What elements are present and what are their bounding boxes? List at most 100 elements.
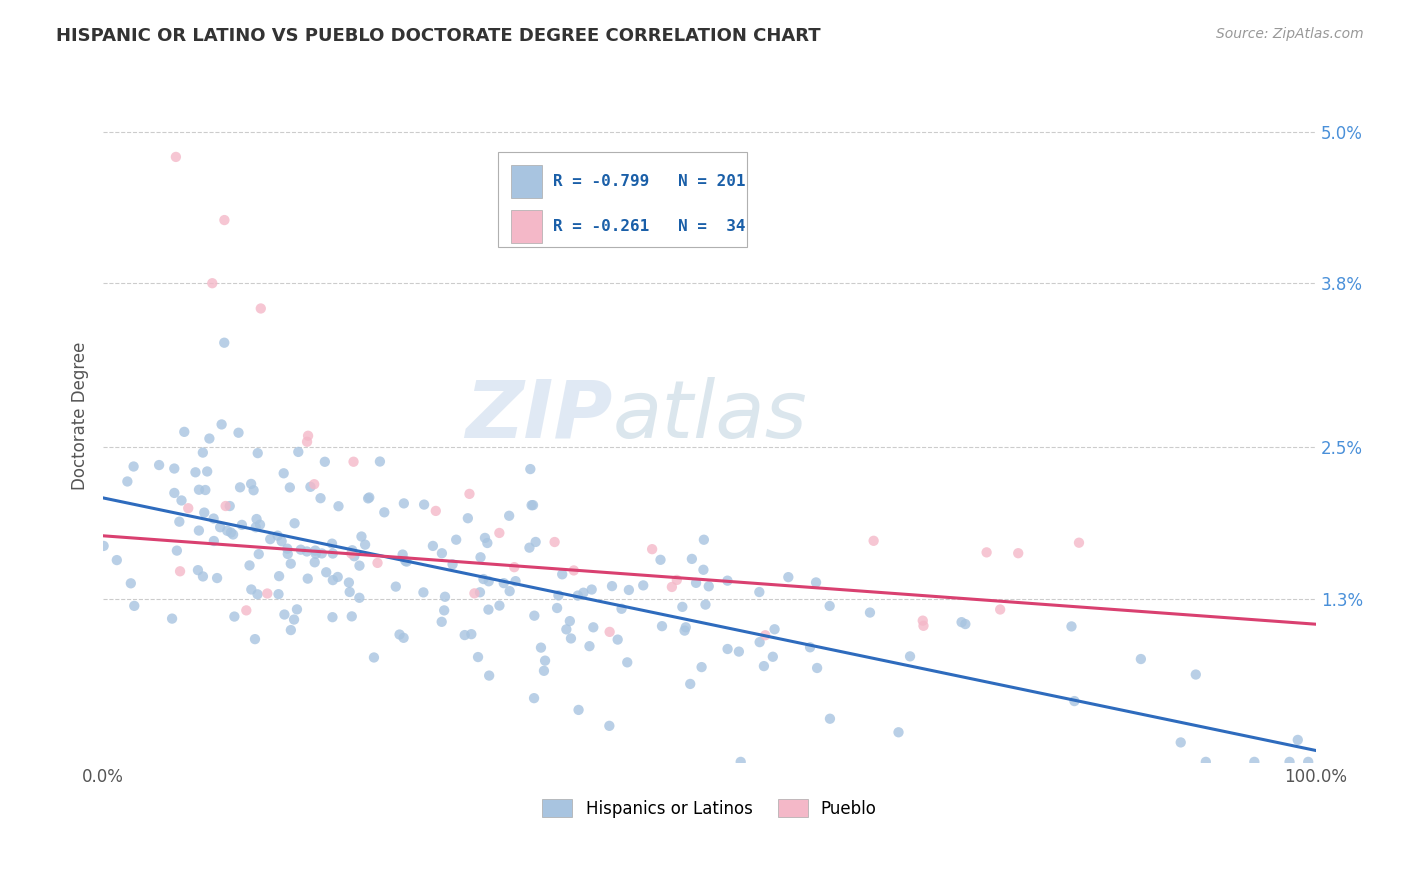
Point — [799, 640, 821, 655]
Point — [685, 575, 707, 590]
Point — [269, 569, 291, 583]
Point — [754, 628, 776, 642]
Point — [1063, 694, 1085, 708]
Point — [806, 661, 828, 675]
Point — [690, 660, 713, 674]
Point — [522, 498, 544, 512]
Point — [392, 631, 415, 645]
Point — [679, 677, 702, 691]
Point — [321, 536, 343, 550]
Point — [434, 590, 457, 604]
Point — [209, 520, 232, 534]
Point — [117, 475, 139, 489]
Point — [728, 644, 751, 658]
Point — [243, 632, 266, 647]
Point — [697, 579, 720, 593]
Point — [546, 601, 568, 615]
Point — [752, 659, 775, 673]
Point — [191, 445, 214, 459]
Point — [326, 570, 349, 584]
Point — [184, 465, 207, 479]
Point — [214, 335, 236, 350]
Point — [460, 627, 482, 641]
Point — [283, 613, 305, 627]
Point — [568, 703, 591, 717]
Point — [673, 624, 696, 638]
Point — [93, 539, 115, 553]
Point — [551, 567, 574, 582]
Point — [240, 477, 263, 491]
Point — [322, 547, 344, 561]
Point — [311, 546, 333, 560]
Point — [430, 615, 453, 629]
Point — [287, 445, 309, 459]
Point — [246, 587, 269, 601]
Text: R = -0.799   N = 201: R = -0.799 N = 201 — [553, 175, 745, 189]
Point — [478, 668, 501, 682]
Point — [530, 640, 553, 655]
Point — [163, 461, 186, 475]
Point — [273, 467, 295, 481]
Point — [305, 547, 328, 561]
Point — [193, 506, 215, 520]
Point — [228, 425, 250, 440]
Point — [219, 525, 242, 540]
Point — [454, 628, 477, 642]
Point — [641, 542, 664, 557]
Point — [606, 632, 628, 647]
Point — [477, 536, 499, 550]
Point — [170, 493, 193, 508]
Point — [430, 546, 453, 560]
Point — [425, 504, 447, 518]
Y-axis label: Doctorate Degree: Doctorate Degree — [72, 342, 89, 490]
Point — [470, 550, 492, 565]
Point — [472, 572, 495, 586]
Point — [259, 532, 281, 546]
Point — [533, 664, 555, 678]
Point — [267, 587, 290, 601]
Point — [804, 575, 827, 590]
Point — [474, 531, 496, 545]
Point — [276, 541, 298, 556]
Point — [349, 591, 371, 605]
Point — [898, 649, 921, 664]
Point — [498, 508, 520, 523]
Point — [543, 535, 565, 549]
Point — [616, 656, 638, 670]
Point — [976, 545, 998, 559]
Point — [201, 277, 224, 291]
Point — [617, 582, 640, 597]
Point — [238, 558, 260, 573]
Point — [368, 454, 391, 468]
Point — [280, 623, 302, 637]
Point — [558, 614, 581, 628]
Point — [214, 499, 236, 513]
Point — [730, 755, 752, 769]
Point — [1278, 755, 1301, 769]
Point — [520, 498, 543, 512]
Point — [202, 511, 225, 525]
Point — [671, 599, 693, 614]
Point — [273, 607, 295, 622]
Point — [912, 619, 935, 633]
Point — [665, 573, 688, 587]
Point — [1170, 735, 1192, 749]
Point — [315, 566, 337, 580]
Point — [270, 534, 292, 549]
Point — [1296, 755, 1319, 769]
Point — [463, 586, 485, 600]
Point — [413, 498, 436, 512]
Point — [342, 543, 364, 558]
Point — [468, 585, 491, 599]
Point — [716, 574, 738, 588]
Point — [297, 429, 319, 443]
Point — [395, 555, 418, 569]
Point — [328, 500, 350, 514]
Point — [256, 586, 278, 600]
Point — [285, 602, 308, 616]
Point — [600, 579, 623, 593]
Point — [177, 501, 200, 516]
Point — [229, 480, 252, 494]
Point — [337, 575, 360, 590]
Point — [716, 642, 738, 657]
